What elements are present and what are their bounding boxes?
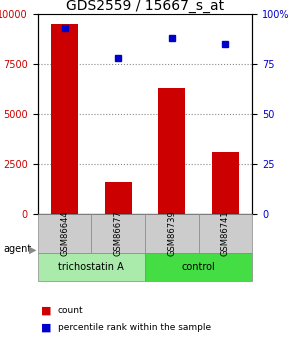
Text: control: control — [182, 262, 215, 272]
Bar — [91, 214, 145, 253]
Text: GSM86644: GSM86644 — [60, 210, 69, 256]
Bar — [105, 182, 132, 214]
Text: percentile rank within the sample: percentile rank within the sample — [58, 323, 211, 332]
Bar — [158, 88, 185, 214]
Text: agent: agent — [3, 245, 31, 255]
Title: GDS2559 / 15667_s_at: GDS2559 / 15667_s_at — [66, 0, 224, 13]
Text: trichostatin A: trichostatin A — [59, 262, 124, 272]
Text: GSM86739: GSM86739 — [167, 210, 176, 256]
Bar — [212, 152, 239, 214]
Bar — [145, 253, 252, 281]
Text: GSM86677: GSM86677 — [114, 210, 123, 256]
Bar — [199, 214, 252, 253]
Bar — [38, 214, 91, 253]
Text: ■: ■ — [41, 306, 51, 315]
Text: count: count — [58, 306, 84, 315]
Bar — [51, 24, 78, 214]
Bar — [145, 214, 199, 253]
Text: ▶: ▶ — [29, 245, 37, 255]
Bar — [38, 253, 145, 281]
Text: ■: ■ — [41, 323, 51, 333]
Text: GSM86741: GSM86741 — [221, 210, 230, 256]
